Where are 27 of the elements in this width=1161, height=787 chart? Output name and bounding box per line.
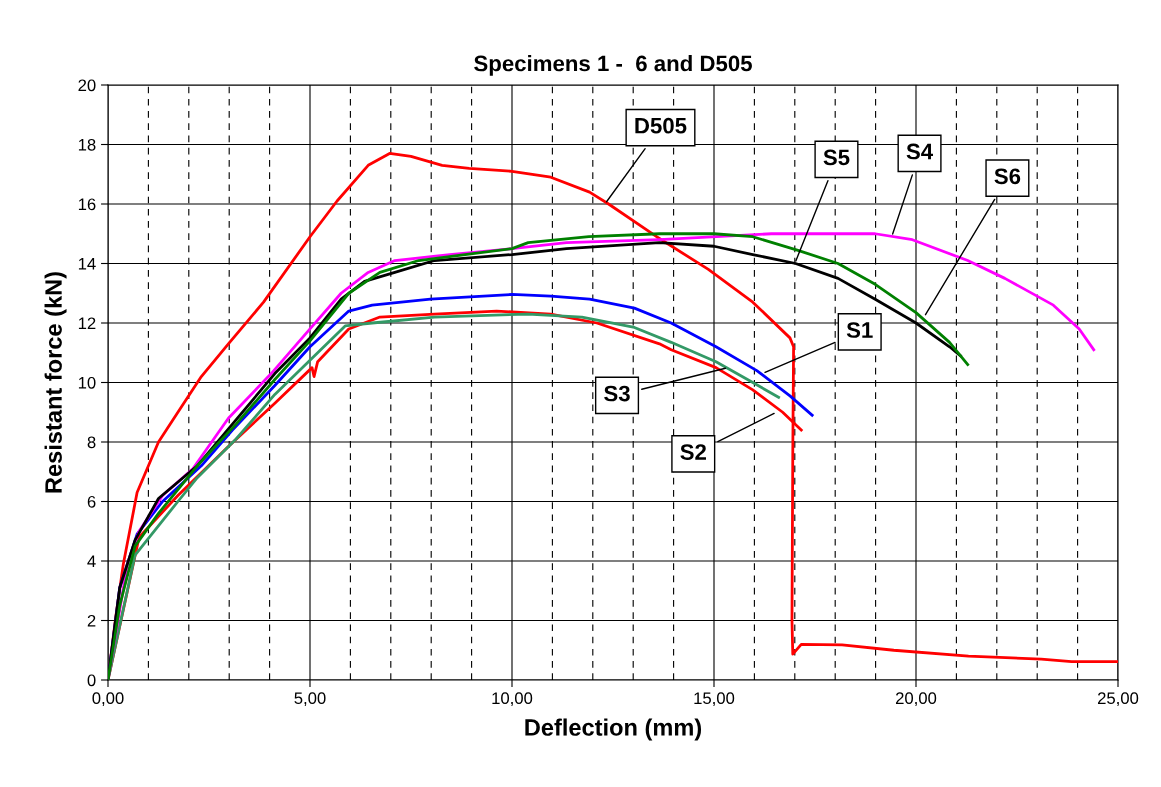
x-tick-label: 5,00 <box>294 692 326 707</box>
y-tick-label: 20 <box>78 79 96 92</box>
x-tick-label: 15,00 <box>694 692 735 707</box>
annotation: S5 <box>823 149 850 166</box>
x-tick-label: 20,00 <box>895 692 937 707</box>
x-tick-label: 0,00 <box>92 692 124 707</box>
y-tick-label: 18 <box>78 138 96 151</box>
y-tick-label: 0 <box>87 674 96 687</box>
x-axis-title: Deflection (mm) <box>525 718 702 741</box>
y-tick-label: 8 <box>87 436 96 449</box>
x-tick-label: 25,00 <box>1097 692 1139 707</box>
annotation: S6 <box>994 168 1021 185</box>
y-tick-label: 2 <box>87 614 96 627</box>
y-tick-label: 14 <box>78 258 96 270</box>
annotation: S4 <box>906 143 934 160</box>
annotation: S2 <box>680 444 706 460</box>
x-tick-label: 10,00 <box>492 692 533 707</box>
y-tick-label: 6 <box>87 495 96 508</box>
y-tick-label: 16 <box>78 198 96 211</box>
chart-title: Specimens 1 - 6 and D505 <box>474 55 752 76</box>
annotation: D505 <box>635 117 687 134</box>
y-tick-label: 4 <box>87 555 96 568</box>
y-axis-title: Resistant force (kN) <box>44 272 67 493</box>
annotation: S3 <box>604 385 630 402</box>
y-tick-label: 10 <box>78 376 96 389</box>
annotation: S1 <box>846 322 873 338</box>
y-tick-label: 12 <box>78 317 96 330</box>
